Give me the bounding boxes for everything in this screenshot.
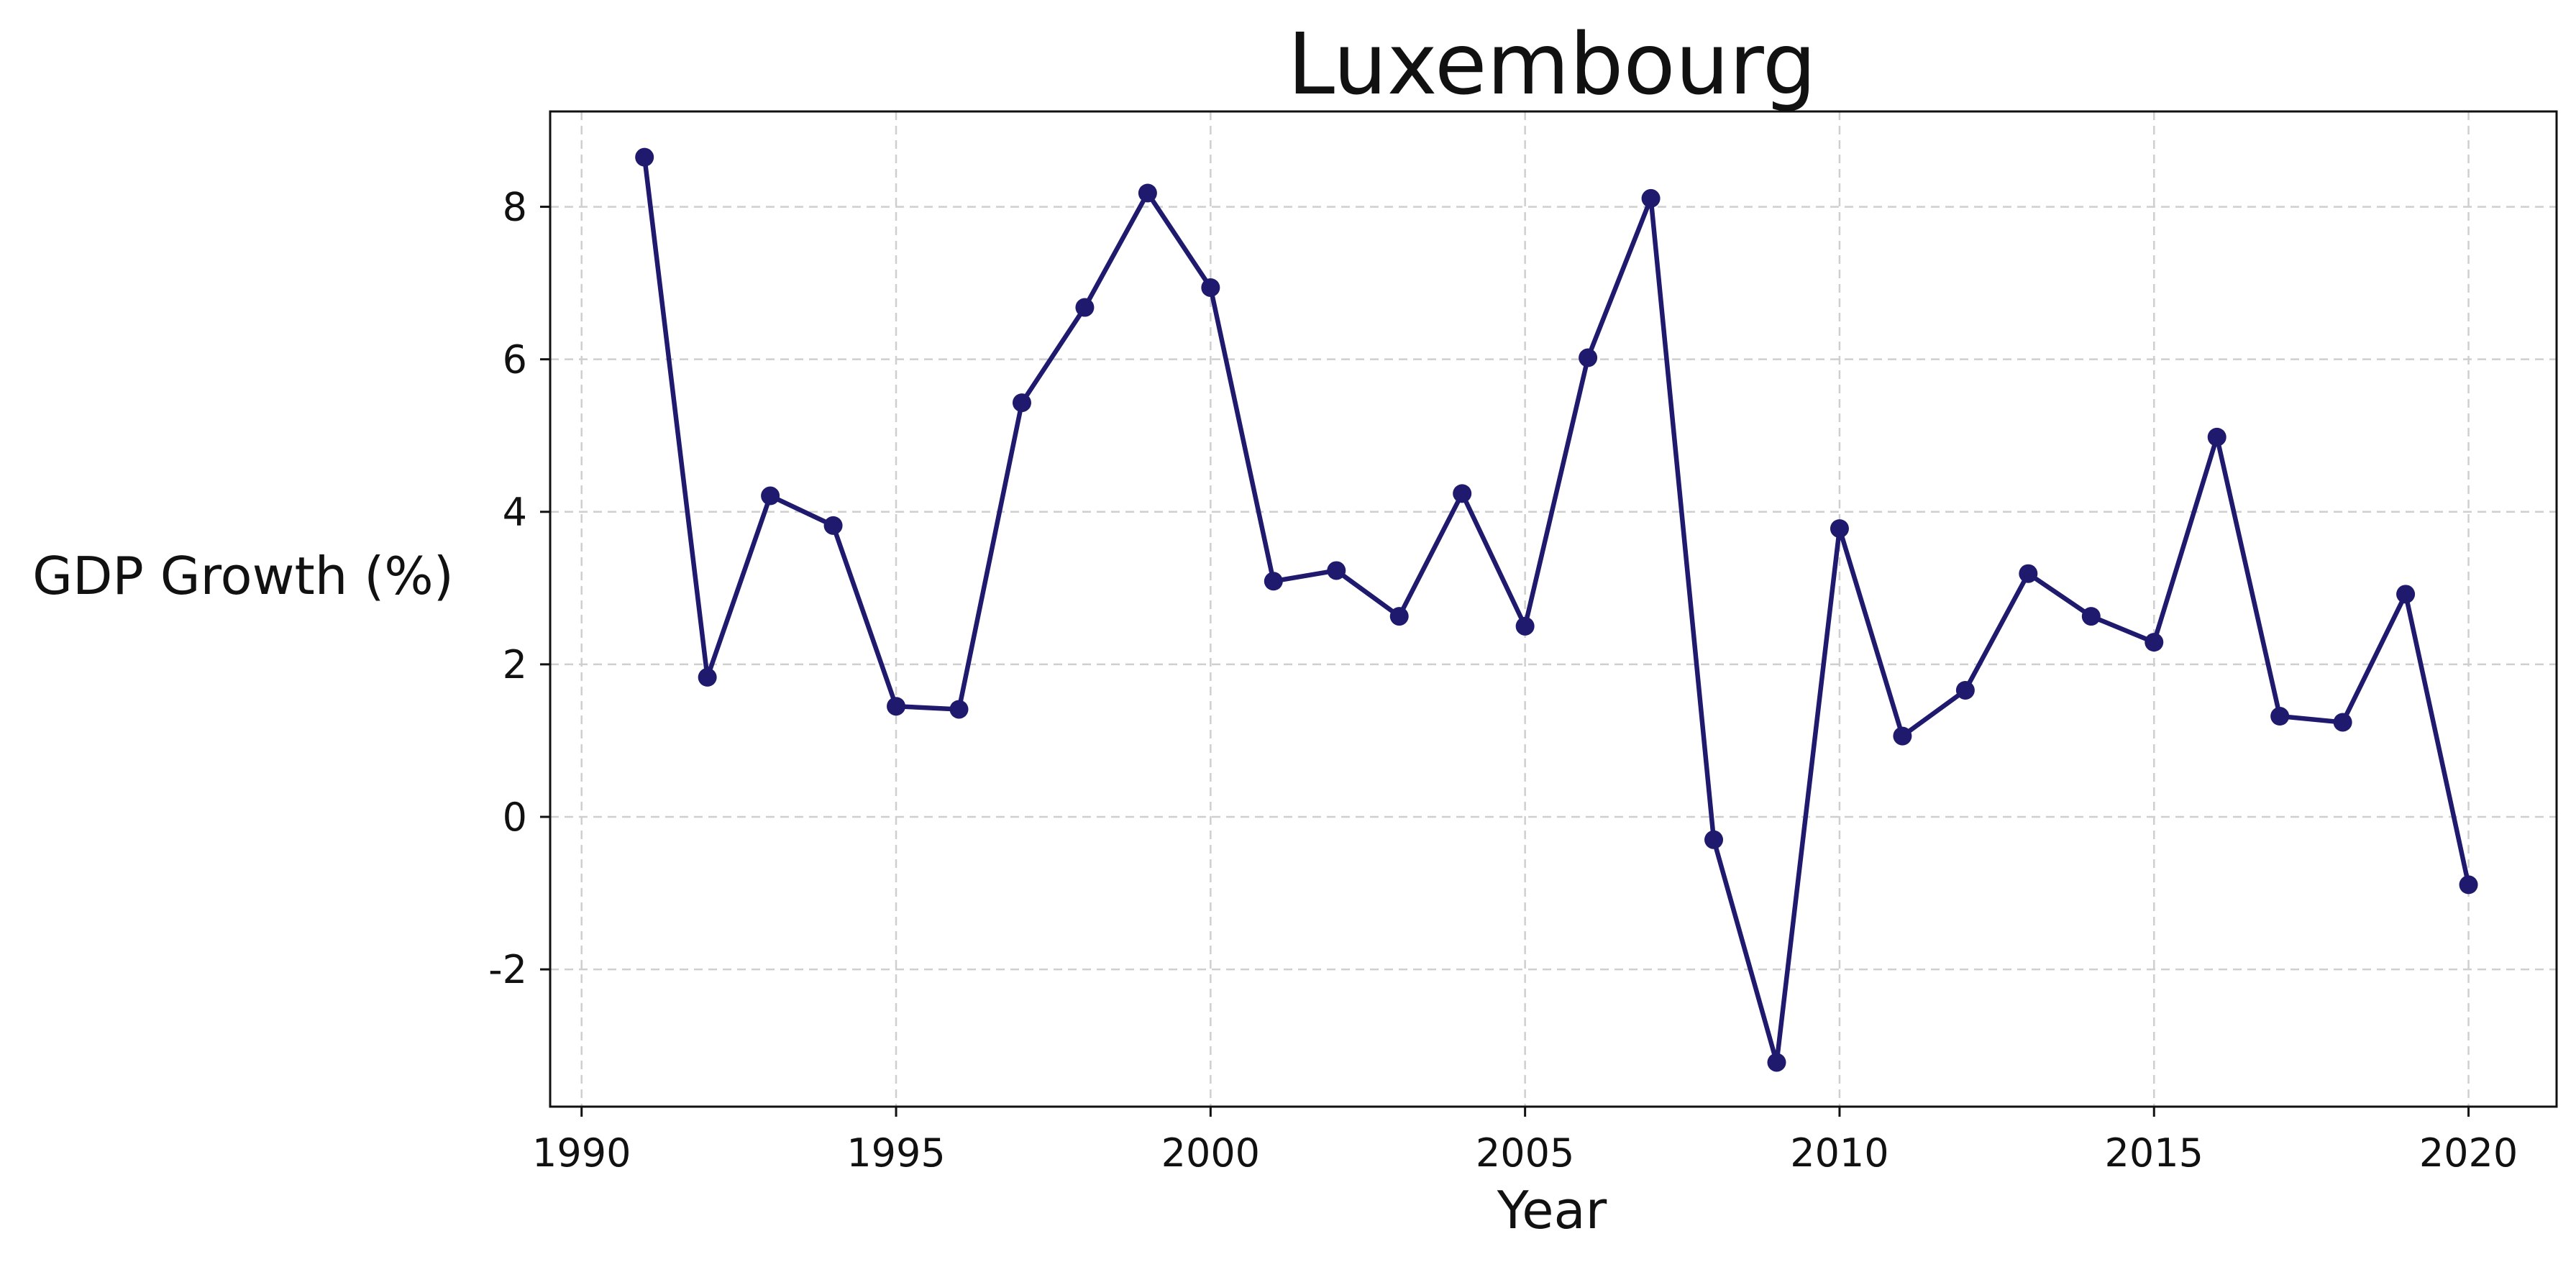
x-tick-label: 2005 bbox=[1476, 1130, 1574, 1176]
y-axis-label: GDP Growth (%) bbox=[32, 546, 454, 606]
data-point-1999 bbox=[1138, 183, 1157, 203]
y-tick-label: 2 bbox=[503, 642, 527, 687]
data-point-2013 bbox=[2019, 564, 2038, 583]
y-tick-label: 0 bbox=[503, 795, 527, 840]
data-point-2016 bbox=[2207, 427, 2226, 447]
series-layer bbox=[635, 147, 2478, 1072]
data-point-2012 bbox=[1955, 680, 1975, 700]
data-point-2008 bbox=[1704, 830, 1724, 849]
x-tick-label: 2020 bbox=[2419, 1130, 2518, 1176]
data-point-1991 bbox=[635, 147, 654, 167]
x-tick-label: 2015 bbox=[2105, 1130, 2203, 1176]
data-point-2002 bbox=[1327, 561, 1346, 580]
chart-title: Luxembourg bbox=[1287, 14, 1816, 114]
x-tick-label: 2010 bbox=[1790, 1130, 1888, 1176]
y-tick-label: 8 bbox=[503, 185, 527, 230]
data-point-2015 bbox=[2145, 633, 2164, 652]
x-axis-label: Year bbox=[1497, 1180, 1607, 1240]
data-point-2014 bbox=[2081, 607, 2101, 626]
data-point-2020 bbox=[2459, 875, 2478, 895]
data-point-1993 bbox=[761, 486, 780, 506]
data-point-2010 bbox=[1830, 519, 1849, 539]
data-point-2000 bbox=[1201, 278, 1220, 297]
x-tick-label: 1995 bbox=[846, 1130, 945, 1176]
tick-layer: 1990 1995 2000 2005 2010 2015 2020 -2 0 2 4 6 8 bbox=[488, 185, 2518, 1176]
data-point-2006 bbox=[1579, 348, 1598, 367]
y-tick-label: 6 bbox=[503, 337, 527, 383]
data-point-1992 bbox=[698, 667, 717, 687]
data-point-2019 bbox=[2396, 585, 2416, 604]
data-point-1998 bbox=[1075, 298, 1095, 317]
data-point-1995 bbox=[887, 697, 906, 716]
data-point-2001 bbox=[1264, 572, 1283, 591]
data-point-2004 bbox=[1453, 484, 1472, 503]
x-tick-label: 1990 bbox=[532, 1130, 631, 1176]
data-point-2005 bbox=[1515, 616, 1535, 636]
data-point-2003 bbox=[1389, 607, 1409, 626]
plot-area-frame bbox=[549, 110, 2558, 1108]
y-tick-label: 4 bbox=[503, 490, 527, 535]
x-tick-label: 2000 bbox=[1161, 1130, 1260, 1176]
grid-layer bbox=[550, 111, 2557, 1107]
data-point-1994 bbox=[823, 516, 843, 535]
y-tick-label: -2 bbox=[488, 947, 527, 992]
data-point-2018 bbox=[2333, 713, 2352, 732]
series-line bbox=[641, 155, 2471, 1065]
data-point-2011 bbox=[1893, 726, 1912, 746]
data-point-1997 bbox=[1012, 393, 1031, 413]
data-point-2017 bbox=[2270, 707, 2290, 726]
data-point-2007 bbox=[1641, 188, 1661, 208]
data-point-2009 bbox=[1767, 1053, 1786, 1072]
data-point-1996 bbox=[949, 700, 969, 719]
